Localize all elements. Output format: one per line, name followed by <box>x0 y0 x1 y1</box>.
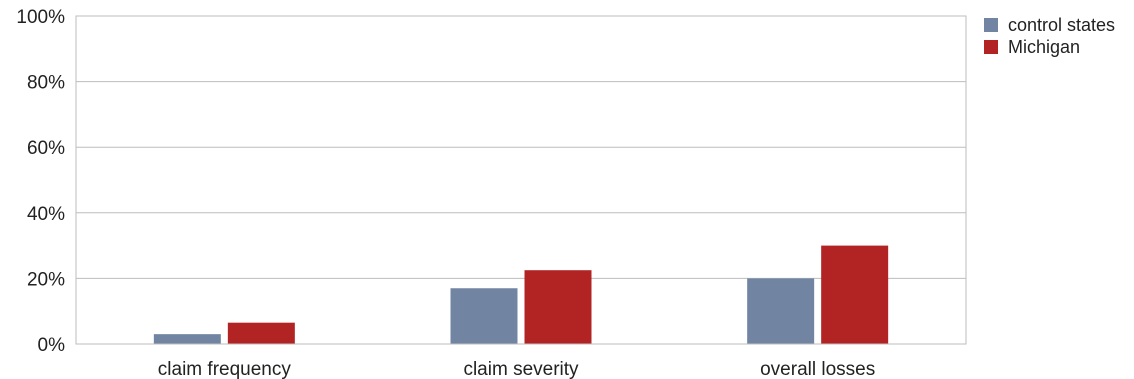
x-tick-label: claim frequency <box>158 359 292 379</box>
legend-item-control-states: control states <box>984 14 1115 36</box>
y-tick-label: 0% <box>38 335 66 356</box>
legend-label-michigan: Michigan <box>1008 36 1081 57</box>
y-tick-label: 100% <box>16 7 65 28</box>
bar-control-states-overall-losses <box>747 278 815 344</box>
legend: control states Michigan <box>984 14 1115 58</box>
x-axis-ticks: claim frequency claim severity overall los… <box>158 359 875 379</box>
y-tick-label: 40% <box>27 204 65 225</box>
x-tick-label: claim severity <box>463 359 579 379</box>
y-tick-label: 20% <box>27 269 65 290</box>
y-tick-label: 60% <box>27 138 65 159</box>
plot-frame <box>75 15 967 345</box>
bar-control-states-claim-severity <box>450 288 518 344</box>
bar-michigan-claim-severity <box>524 270 592 344</box>
bars <box>153 245 889 344</box>
legend-label-control-states: control states <box>1008 14 1116 35</box>
legend-swatch-control-states <box>984 18 998 32</box>
bar-michigan-overall-losses <box>821 245 889 344</box>
x-tick-label: overall losses <box>760 359 875 379</box>
bar-michigan-claim-frequency <box>227 322 295 344</box>
y-tick-label: 80% <box>27 73 65 94</box>
y-axis-ticks: 0% 20% 40% 60% 80% 100% <box>16 7 65 356</box>
legend-swatch-michigan <box>984 40 998 54</box>
legend-item-michigan: Michigan <box>984 36 1115 58</box>
bar-control-states-claim-frequency <box>153 334 221 344</box>
